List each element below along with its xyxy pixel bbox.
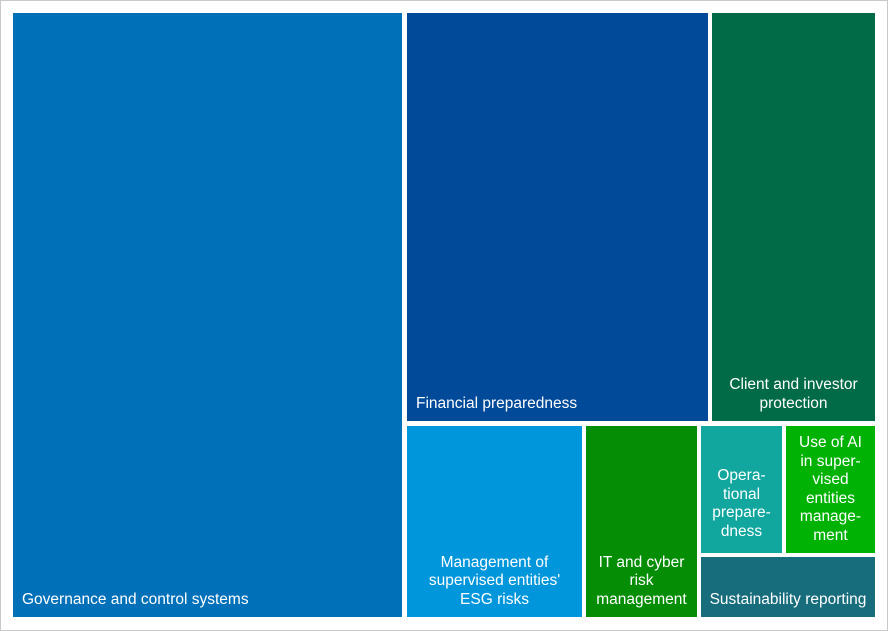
treemap-tile-governance-and-control-systems[interactable]: Governance and control systems — [13, 13, 402, 617]
treemap-tile-label: Client and investor protection — [712, 376, 875, 421]
treemap-tile-label: Use of AI in super-vised entities manage-me… — [786, 434, 875, 553]
treemap-tile-label-line: risk — [629, 572, 654, 589]
treemap-tile-label-line: protection — [759, 394, 828, 412]
treemap-tile-label-line: Management of — [440, 553, 549, 571]
treemap-tile-label: IT and cyber risk management — [586, 554, 697, 618]
treemap-tile-label-line: supervised entities' — [428, 572, 561, 589]
treemap-tile-management-of-supervised-entities-esg-risks[interactable]: Management of supervised entities' ESG ris… — [407, 426, 582, 617]
treemap-tile-label-line: tional — [722, 485, 761, 503]
treemap-tile-label-line: Financial preparedness — [416, 394, 578, 412]
treemap-tile-label-line: in super- — [800, 452, 861, 470]
treemap-tile-label: Sustainability reporting — [701, 591, 875, 618]
treemap-tile-label-line: dness — [720, 522, 763, 540]
treemap-tile-financial-preparedness[interactable]: Financial preparedness — [407, 13, 708, 421]
treemap-tile-label-line: ESG risks — [460, 590, 529, 608]
treemap-tile-label-line: Opera- — [717, 467, 766, 484]
treemap-tile-label: Financial preparedness — [407, 395, 708, 422]
treemap-tile-label-line: Governance and control systems — [22, 590, 249, 608]
treemap-tile-label-line: Client and investor — [729, 376, 858, 393]
treemap-tile-label-line: Sustainability reporting — [709, 590, 867, 608]
treemap-tile-label-line: entities — [805, 489, 856, 507]
treemap-tile-client-and-investor-protection[interactable]: Client and investor protection — [712, 13, 875, 421]
treemap-tile-label: Opera-tional prepare-dness — [701, 467, 782, 553]
treemap-tile-label-line: management — [596, 590, 687, 608]
treemap-tile-label-line: prepare- — [712, 504, 771, 521]
treemap-tile-it-and-cyber-risk-management[interactable]: IT and cyber risk management — [586, 426, 697, 617]
treemap-tile-label-line: ment — [813, 526, 848, 544]
treemap-tile-label-line: IT and cyber — [598, 553, 685, 571]
treemap-tile-label-line: Use of AI — [799, 434, 862, 451]
treemap-tile-operational-preparedness[interactable]: Opera-tional prepare-dness — [701, 426, 782, 553]
treemap-tile-label-line: manage- — [799, 508, 862, 525]
treemap-tile-label-line: vised — [812, 471, 849, 488]
treemap-tile-sustainability-reporting[interactable]: Sustainability reporting — [701, 557, 875, 617]
treemap-tile-use-of-ai-in-supervised-entities-management[interactable]: Use of AI in super-vised entities manage-me… — [786, 426, 875, 553]
treemap-tile-label: Governance and control systems — [13, 591, 402, 618]
treemap-tile-label: Management of supervised entities' ESG ris… — [407, 554, 582, 618]
